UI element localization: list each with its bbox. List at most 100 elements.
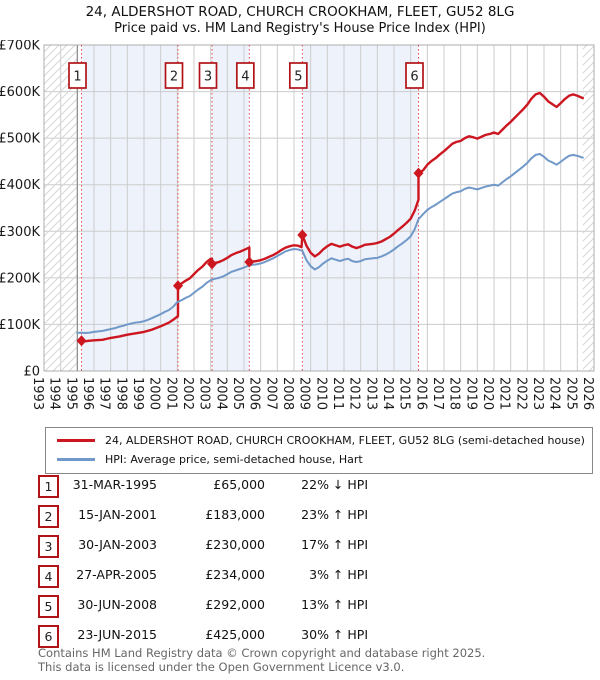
- ownership-band: [212, 45, 250, 371]
- x-tick-label: 1995: [63, 377, 78, 410]
- y-tick-label: £700K: [0, 40, 40, 54]
- transaction-hpi-diff: 30% ↑ HPI: [301, 627, 368, 642]
- transaction-price: £183,000: [205, 507, 265, 522]
- x-tick-label: 2010: [313, 377, 328, 410]
- y-tick-label: £100K: [0, 318, 40, 333]
- x-tick-label: 2001: [163, 377, 178, 410]
- x-tick-label: 2015: [397, 377, 412, 410]
- transaction-number-box: 2: [38, 505, 59, 528]
- transaction-hpi-diff: 13% ↑ HPI: [301, 597, 368, 612]
- sale-point-diamond: [413, 167, 424, 179]
- x-tick-label: 1996: [80, 377, 95, 410]
- plot-frame: [43, 44, 595, 372]
- footer-line-2: This data is licensed under the Open Gov…: [38, 659, 405, 674]
- sale-marker-number: 6: [410, 70, 418, 85]
- x-tick-label: 2002: [180, 377, 195, 410]
- transaction-date: 27-APR-2005: [76, 567, 157, 582]
- x-axis-tick-labels: 1993 1994 1995 1996 1997 1998 1999 2000 2001 2002…: [30, 377, 595, 410]
- x-tick-label: 2013: [363, 377, 378, 410]
- transaction-row: 3 30-JAN-2003 £230,000 17% ↑ HPI: [0, 533, 600, 563]
- transaction-row: 2 15-JAN-2001 £183,000 23% ↑ HPI: [0, 503, 600, 533]
- sale-marker-box: [68, 62, 87, 89]
- y-tick-label: £400K: [0, 178, 40, 193]
- footer-line-1: Contains HM Land Registry data © Crown c…: [38, 646, 486, 660]
- x-tick-label: 2005: [230, 377, 245, 410]
- x-tick-label: 1993: [30, 377, 45, 410]
- sale-point-diamond: [173, 280, 183, 292]
- x-tick-label: 2012: [347, 377, 362, 410]
- plot-border: [43, 44, 595, 372]
- chart-legend: 24, ALDERSHOT ROAD, CHURCH CROOKHAM, FLE…: [45, 427, 593, 474]
- x-tick-label: 2016: [413, 377, 428, 410]
- transaction-date: 30-JUN-2008: [77, 597, 157, 612]
- transaction-hpi-diff: 23% ↑ HPI: [301, 507, 368, 522]
- transaction-row: 5 30-JUN-2008 £292,000 13% ↑ HPI: [0, 593, 600, 623]
- transaction-price: £425,000: [205, 627, 265, 642]
- y-tick-label: £500K: [0, 132, 40, 147]
- sale-point-diamond: [76, 335, 87, 347]
- x-tick-label: 1999: [130, 377, 145, 410]
- x-tick-label: 1994: [47, 377, 62, 410]
- chart-header: 24, ALDERSHOT ROAD, CHURCH CROOKHAM, FLE…: [0, 4, 600, 38]
- legend-label-hpi: HPI: Average price, semi-detached house,…: [105, 453, 363, 466]
- data-series-lines: [76, 91, 585, 343]
- x-tick-label: 2019: [463, 377, 478, 410]
- sale-marker-box: [288, 62, 308, 89]
- series-line: [80, 91, 585, 343]
- sale-point-diamond: [244, 256, 255, 268]
- transaction-row: 4 27-APR-2005 £234,000 3% ↑ HPI: [0, 563, 600, 593]
- sale-number-boxes: 1 2 3 4 5 6: [68, 62, 424, 89]
- transaction-date: 23-JUN-2015: [77, 627, 157, 642]
- transaction-price: £234,000: [205, 567, 265, 582]
- series-line: [76, 152, 584, 335]
- page-subtitle: Price paid vs. HM Land Registry's House …: [114, 21, 486, 37]
- no-data-hatch: [44, 45, 78, 371]
- x-tick-label: 2024: [547, 377, 562, 410]
- transaction-number-box: 4: [38, 565, 59, 588]
- y-tick-label: £0: [23, 365, 40, 380]
- y-tick-label: £600K: [0, 85, 40, 100]
- y-axis-tick-labels: £0 £100K £200K £300K £400K £500K £600K £700K: [0, 40, 40, 380]
- x-tick-label: 2020: [480, 377, 495, 410]
- no-data-hatch-regions: [44, 45, 594, 371]
- sale-marker-number: 2: [170, 70, 178, 85]
- sale-point-diamond: [297, 229, 308, 241]
- sale-marker-number: 5: [294, 70, 302, 85]
- sale-marker-number: 4: [241, 70, 249, 85]
- transaction-date: 15-JAN-2001: [78, 507, 157, 522]
- x-tick-label: 2026: [580, 377, 595, 410]
- sale-marker-number: 3: [204, 70, 212, 85]
- transaction-row: 6 23-JUN-2015 £425,000 30% ↑ HPI: [0, 623, 600, 653]
- transaction-number-box: 3: [38, 535, 59, 558]
- ownership-shaded-bands: [81, 45, 419, 371]
- transaction-date: 30-JAN-2003: [78, 537, 157, 552]
- x-tick-label: 2021: [497, 377, 512, 410]
- x-tick-label: 2007: [263, 377, 278, 410]
- transaction-number-box: 5: [38, 595, 59, 618]
- transaction-hpi-diff: 17% ↑ HPI: [301, 537, 368, 552]
- legend-row-hpi: HPI: Average price, semi-detached house,…: [46, 450, 592, 469]
- transaction-price: £230,000: [205, 537, 265, 552]
- x-tick-label: 1998: [113, 377, 128, 410]
- page-title: 24, ALDERSHOT ROAD, CHURCH CROOKHAM, FLE…: [85, 4, 515, 20]
- hpi-line-swatch: [57, 458, 95, 461]
- sale-marker-box: [164, 62, 184, 89]
- x-tick-label: 2022: [513, 377, 528, 410]
- sale-point-diamond: [207, 258, 217, 270]
- legend-label-price: 24, ALDERSHOT ROAD, CHURCH CROOKHAM, FLE…: [105, 434, 585, 447]
- transaction-row: 1 31-MAR-1995 £65,000 22% ↓ HPI: [0, 473, 600, 503]
- transaction-price: £65,000: [213, 477, 265, 492]
- transaction-hpi-diff: 3% ↑ HPI: [309, 567, 368, 582]
- no-data-hatch: [582, 45, 594, 371]
- y-tick-label: £200K: [0, 271, 40, 286]
- transactions-table: 1 31-MAR-1995 £65,000 22% ↓ HPI 2 15-JAN-2001…: [0, 473, 600, 653]
- sale-marker-box: [198, 62, 218, 89]
- x-tick-label: 2011: [330, 377, 345, 410]
- sale-point-markers: [76, 167, 424, 347]
- x-tick-label: 2003: [197, 377, 212, 410]
- x-tick-label: 2009: [297, 377, 312, 410]
- x-tick-label: 2017: [430, 377, 445, 410]
- x-tick-label: 1997: [97, 377, 112, 410]
- x-tick-label: 2025: [563, 377, 578, 410]
